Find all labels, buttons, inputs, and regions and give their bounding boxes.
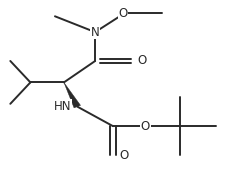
Text: N: N bbox=[90, 26, 99, 39]
Text: O: O bbox=[140, 120, 149, 133]
Text: O: O bbox=[137, 54, 146, 67]
Text: O: O bbox=[119, 149, 128, 162]
Text: O: O bbox=[118, 7, 127, 20]
Text: HN: HN bbox=[54, 100, 71, 113]
Polygon shape bbox=[64, 82, 80, 108]
